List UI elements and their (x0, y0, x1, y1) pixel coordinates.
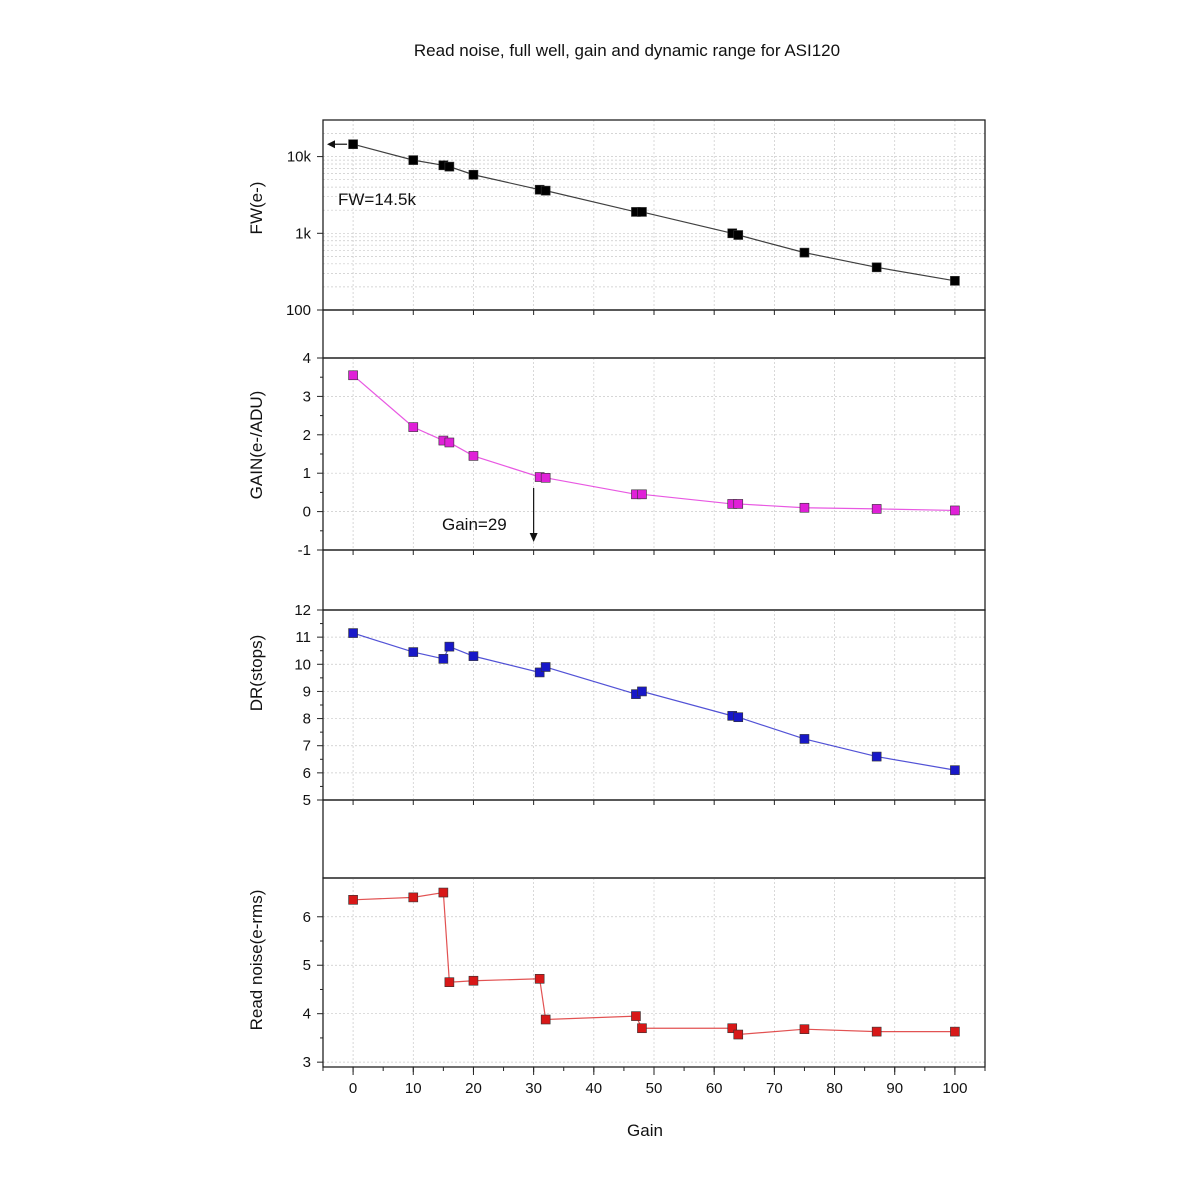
rn-point-6 (540, 1014, 551, 1025)
rn-ytick-label-2: 5 (303, 957, 311, 974)
rn-point-11 (799, 1024, 810, 1034)
panel-gap-1 (322, 309, 986, 359)
gain-ytick-label-3: 2 (303, 427, 311, 444)
rn-point-10 (733, 1029, 744, 1040)
gain-y-axis-label: GAIN(e-/ADU) (247, 391, 266, 500)
fw-point-10 (733, 230, 744, 240)
dr-point-1 (408, 647, 419, 657)
fw-y-axis-label: FW(e-) (247, 182, 266, 235)
dr-ytick-label-2: 7 (303, 738, 311, 755)
rn-y-axis-label: Read noise(e-rms) (247, 890, 266, 1031)
dr-point-0 (348, 628, 358, 638)
panel-gain: -1 0 1 2 3 4 GAIN(e-/ADU) (247, 350, 986, 559)
rn-point-8 (637, 1023, 647, 1034)
rn-point-7 (631, 1011, 641, 1021)
dr-ytick-label-5: 10 (294, 656, 311, 673)
dr-ytick-label-3: 8 (303, 711, 311, 728)
gain-point-11 (799, 502, 810, 513)
x-axis-label: Gain (627, 1121, 663, 1140)
rn-point-5 (534, 973, 545, 984)
dr-point-4 (468, 651, 479, 661)
rn-point-12 (871, 1026, 882, 1037)
x-tick-label-4: 40 (585, 1080, 602, 1097)
panel-rn: 3 4 5 6 Read noise(e-rms) (247, 877, 986, 1072)
gain-ytick-label-5: 4 (303, 350, 311, 367)
gain-arrow-head (529, 533, 538, 542)
panel-gap-3 (322, 799, 986, 879)
x-tick-label-5: 50 (646, 1080, 663, 1097)
fw-point-0 (348, 139, 358, 150)
gain-point-12 (871, 504, 882, 514)
x-tick-label-10: 100 (942, 1080, 967, 1097)
dr-point-8 (637, 686, 647, 697)
fw-point-8 (637, 207, 647, 217)
gain-ytick-label-4: 3 (303, 388, 311, 405)
gain-point-13 (950, 505, 960, 516)
dr-point-13 (950, 765, 960, 775)
fw-point-1 (408, 155, 419, 165)
rn-series-line (353, 891, 955, 1036)
rn-point-9 (727, 1023, 738, 1034)
x-tick-label-8: 80 (826, 1080, 843, 1097)
dr-point-10 (733, 712, 744, 723)
x-tick-label-9: 90 (886, 1080, 903, 1097)
fw-ytick-label-0: 100 (286, 302, 311, 319)
dr-y-axis-label: DR(stops) (247, 635, 266, 712)
gain-point-3 (444, 437, 455, 448)
fw-annotation: FW=14.5k (338, 190, 416, 209)
rn-point-0 (348, 895, 358, 905)
gain-point-1 (408, 422, 419, 432)
x-tick-label-7: 70 (766, 1080, 783, 1097)
fw-arrow-head (327, 140, 335, 149)
rn-point-1 (408, 892, 419, 903)
panel-fw: 100 1k 10k FW(e-) (247, 119, 986, 319)
gain-ytick-label-0: -1 (298, 542, 311, 559)
x-tick-label-1: 10 (405, 1080, 422, 1097)
gain-point-4 (468, 451, 479, 461)
fw-point-12 (871, 262, 882, 273)
x-tick-label-2: 20 (465, 1080, 482, 1097)
dr-point-5 (534, 667, 545, 678)
x-tick-label-0: 0 (349, 1080, 357, 1097)
dr-ytick-label-4: 9 (303, 683, 311, 700)
gain-point-0 (348, 370, 358, 381)
x-tick-label-6: 60 (706, 1080, 723, 1097)
panel-dr: 5 6 7 8 9 10 11 12 DR(stops) (247, 602, 986, 809)
dr-series-line (352, 632, 956, 771)
chart-title: Read noise, full well, gain and dynamic … (414, 41, 840, 60)
rn-ytick-label-3: 6 (303, 909, 311, 926)
panel-gap-2 (322, 549, 986, 611)
gain-point-8 (637, 489, 647, 500)
gain-ytick-label-1: 0 (303, 504, 311, 521)
fw-point-13 (950, 276, 960, 286)
dr-point-12 (871, 751, 882, 762)
rn-point-2 (438, 887, 449, 898)
fw-point-3 (444, 161, 455, 172)
fw-point-11 (799, 247, 810, 258)
fw-point-6 (540, 185, 551, 196)
gain-annotation: Gain=29 (442, 515, 507, 534)
fw-point-4 (468, 169, 479, 180)
fw-ytick-label-2: 10k (287, 149, 312, 166)
gain-point-10 (733, 499, 744, 509)
x-tick-label-3: 30 (525, 1080, 542, 1097)
rn-ytick-label-1: 4 (303, 1006, 311, 1023)
dr-point-11 (799, 734, 810, 744)
gain-ytick-label-2: 1 (303, 465, 311, 482)
dr-ytick-label-0: 5 (303, 792, 311, 809)
dr-point-2 (438, 654, 449, 664)
rn-point-4 (468, 975, 479, 986)
rn-ytick-label-0: 3 (303, 1054, 311, 1071)
fw-ytick-label-1: 1k (295, 225, 311, 242)
dr-ytick-label-1: 6 (303, 765, 311, 782)
dr-ytick-label-6: 11 (295, 629, 311, 646)
rn-point-3 (444, 977, 455, 987)
dr-point-6 (540, 662, 551, 672)
rn-point-13 (950, 1026, 960, 1037)
gain-point-6 (540, 473, 551, 483)
dr-ytick-label-7: 12 (294, 602, 311, 619)
dr-point-3 (444, 641, 455, 652)
